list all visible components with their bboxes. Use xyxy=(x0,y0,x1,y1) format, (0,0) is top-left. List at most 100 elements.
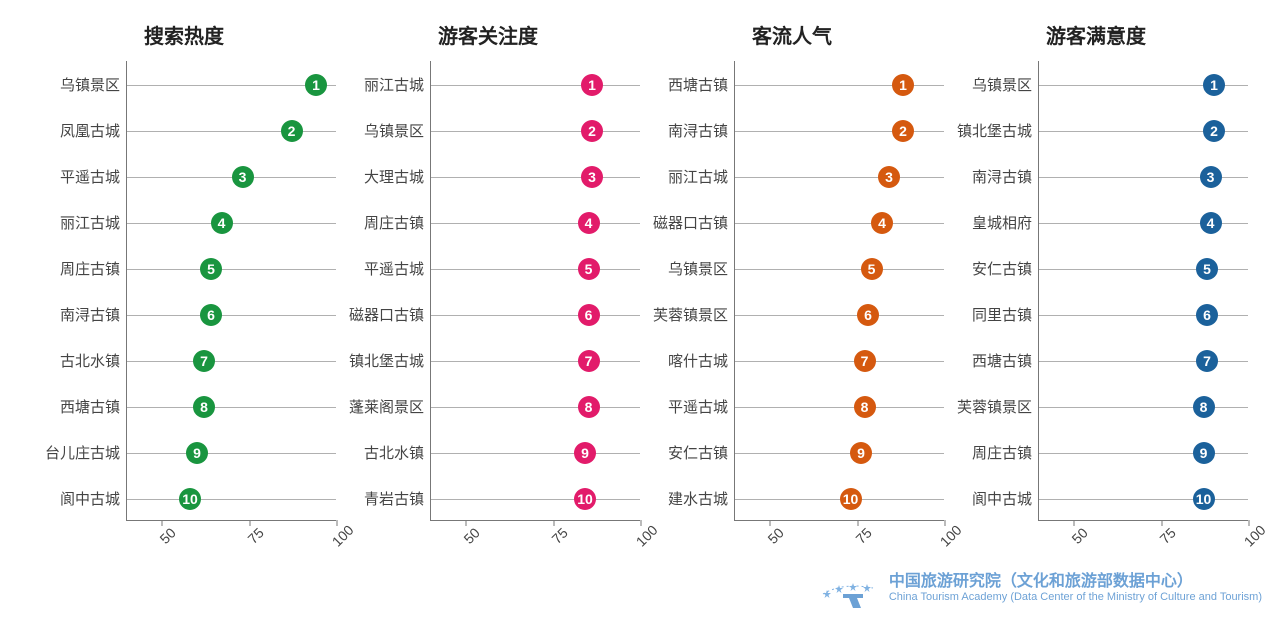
rank-dot: 8 xyxy=(193,396,215,418)
y-label: 周庄古镇 xyxy=(32,247,120,293)
rank-dot: 9 xyxy=(186,442,208,464)
rank-dot: 5 xyxy=(200,258,222,280)
x-tick-label: 75 xyxy=(1156,524,1178,546)
x-tick-mark xyxy=(1249,520,1250,526)
x-tick-mark xyxy=(337,520,338,526)
rank-dot: 2 xyxy=(892,120,914,142)
y-label: 喀什古城 xyxy=(640,339,728,385)
panel-title: 客流人气 xyxy=(752,20,832,49)
y-label: 乌镇景区 xyxy=(32,63,120,109)
row-gridline xyxy=(1039,407,1248,408)
rank-dot: 7 xyxy=(1196,350,1218,372)
rank-dot: 9 xyxy=(850,442,872,464)
rank-dot: 6 xyxy=(578,304,600,326)
x-tick-label: 75 xyxy=(548,524,570,546)
rank-dot: 6 xyxy=(857,304,879,326)
y-label: 乌镇景区 xyxy=(336,109,424,155)
row-gridline xyxy=(431,131,640,132)
y-label: 西塘古镇 xyxy=(32,385,120,431)
y-label: 南浔古镇 xyxy=(32,293,120,339)
y-label: 建水古城 xyxy=(640,477,728,523)
x-tick-mark xyxy=(553,520,554,526)
y-label: 青岩古镇 xyxy=(336,477,424,523)
rank-dot: 8 xyxy=(1193,396,1215,418)
row-gridline xyxy=(735,223,944,224)
y-label: 乌镇景区 xyxy=(640,247,728,293)
y-label: 镇北堡古城 xyxy=(336,339,424,385)
x-tick-mark xyxy=(641,520,642,526)
y-labels: 乌镇景区镇北堡古城南浔古镇皇城相府安仁古镇同里古镇西塘古镇芙蓉镇景区周庄古镇阆中… xyxy=(944,61,1038,523)
panel-body: 丽江古城乌镇景区大理古城周庄古镇平遥古城磁器口古镇镇北堡古城蓬莱阁景区古北水镇青… xyxy=(336,61,640,523)
y-label: 平遥古城 xyxy=(336,247,424,293)
rank-dot: 6 xyxy=(200,304,222,326)
y-label: 镇北堡古城 xyxy=(944,109,1032,155)
y-label: 丽江古城 xyxy=(336,63,424,109)
y-label: 安仁古镇 xyxy=(944,247,1032,293)
row-gridline xyxy=(735,269,944,270)
rank-dot: 10 xyxy=(840,488,862,510)
row-gridline xyxy=(431,177,640,178)
row-gridline xyxy=(1039,499,1248,500)
panel-0: 搜索热度乌镇景区凤凰古城平遥古城丽江古城周庄古镇南浔古镇古北水镇西塘古镇台儿庄古… xyxy=(32,20,336,523)
row-gridline xyxy=(735,453,944,454)
x-tick-mark xyxy=(1074,520,1075,526)
x-tick-mark xyxy=(162,520,163,526)
y-label: 乌镇景区 xyxy=(944,63,1032,109)
row-gridline xyxy=(127,407,336,408)
y-label: 丽江古城 xyxy=(640,155,728,201)
y-label: 芙蓉镇景区 xyxy=(640,293,728,339)
rank-dot: 2 xyxy=(581,120,603,142)
row-gridline xyxy=(735,407,944,408)
x-tick-label: 100 xyxy=(1241,522,1269,550)
y-label: 周庄古镇 xyxy=(944,431,1032,477)
rank-dot: 4 xyxy=(211,212,233,234)
x-tick-label: 100 xyxy=(329,522,357,550)
y-label: 西塘古镇 xyxy=(640,63,728,109)
rank-dot: 2 xyxy=(1203,120,1225,142)
row-gridline xyxy=(431,499,640,500)
plot-area: 123456789105075100 xyxy=(734,61,944,521)
watermark-logo-icon xyxy=(817,568,879,608)
y-label: 蓬莱阁景区 xyxy=(336,385,424,431)
row-gridline xyxy=(431,407,640,408)
y-labels: 乌镇景区凤凰古城平遥古城丽江古城周庄古镇南浔古镇古北水镇西塘古镇台儿庄古城阆中古… xyxy=(32,61,126,523)
x-tick-mark xyxy=(466,520,467,526)
watermark: 中国旅游研究院（文化和旅游部数据中心） China Tourism Academ… xyxy=(817,568,1262,608)
row-gridline xyxy=(127,361,336,362)
rank-dot: 3 xyxy=(581,166,603,188)
watermark-en: China Tourism Academy (Data Center of th… xyxy=(889,591,1262,604)
row-gridline xyxy=(431,315,640,316)
row-gridline xyxy=(431,361,640,362)
panel-body: 乌镇景区凤凰古城平遥古城丽江古城周庄古镇南浔古镇古北水镇西塘古镇台儿庄古城阆中古… xyxy=(32,61,336,523)
rank-dot: 7 xyxy=(193,350,215,372)
x-tick-label: 50 xyxy=(156,524,178,546)
y-label: 古北水镇 xyxy=(336,431,424,477)
y-label: 西塘古镇 xyxy=(944,339,1032,385)
panel-1: 游客关注度丽江古城乌镇景区大理古城周庄古镇平遥古城磁器口古镇镇北堡古城蓬莱阁景区… xyxy=(336,20,640,523)
y-label: 安仁古镇 xyxy=(640,431,728,477)
rank-dot: 6 xyxy=(1196,304,1218,326)
row-gridline xyxy=(1039,453,1248,454)
panel-3: 游客满意度乌镇景区镇北堡古城南浔古镇皇城相府安仁古镇同里古镇西塘古镇芙蓉镇景区周… xyxy=(944,20,1248,523)
panel-body: 西塘古镇南浔古镇丽江古城磁器口古镇乌镇景区芙蓉镇景区喀什古城平遥古城安仁古镇建水… xyxy=(640,61,944,523)
watermark-text: 中国旅游研究院（文化和旅游部数据中心） China Tourism Academ… xyxy=(889,572,1262,604)
y-label: 台儿庄古城 xyxy=(32,431,120,477)
y-label: 平遥古城 xyxy=(32,155,120,201)
rank-dot: 1 xyxy=(305,74,327,96)
y-label: 阆中古城 xyxy=(32,477,120,523)
x-tick-mark xyxy=(857,520,858,526)
plot-area: 123456789105075100 xyxy=(430,61,640,521)
rank-dot: 10 xyxy=(574,488,596,510)
y-label: 大理古城 xyxy=(336,155,424,201)
panel-body: 乌镇景区镇北堡古城南浔古镇皇城相府安仁古镇同里古镇西塘古镇芙蓉镇景区周庄古镇阆中… xyxy=(944,61,1248,523)
y-labels: 丽江古城乌镇景区大理古城周庄古镇平遥古城磁器口古镇镇北堡古城蓬莱阁景区古北水镇青… xyxy=(336,61,430,523)
rank-dot: 9 xyxy=(574,442,596,464)
rank-dot: 1 xyxy=(892,74,914,96)
rank-dot: 10 xyxy=(1193,488,1215,510)
x-tick-label: 100 xyxy=(937,522,965,550)
row-gridline xyxy=(735,315,944,316)
x-tick-label: 50 xyxy=(1068,524,1090,546)
rank-dot: 5 xyxy=(578,258,600,280)
rank-dot: 5 xyxy=(861,258,883,280)
y-label: 丽江古城 xyxy=(32,201,120,247)
